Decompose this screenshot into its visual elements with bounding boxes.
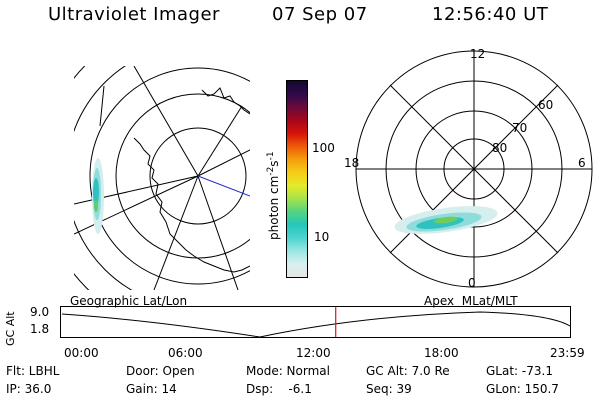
colorbar-tick-10: 10 [314, 230, 330, 244]
colorbar-unit: photon cm-2s-1 [266, 151, 281, 240]
lat-circle [89, 67, 250, 285]
lat-circle [115, 93, 250, 259]
lon-line [133, 66, 199, 177]
altitude-plot [60, 306, 571, 338]
alt-xtick-0600: 06:00 [168, 346, 203, 360]
geographic-map [74, 66, 250, 290]
mlt-label-12: 12 [470, 47, 486, 61]
lon-line [153, 175, 199, 290]
geo-panel-label: Geographic Lat/Lon [70, 294, 188, 308]
alt-ytick-high: 9.0 [30, 305, 50, 319]
mlt-label-6: 6 [578, 156, 586, 170]
alt-xtick-1200: 12:00 [296, 346, 331, 360]
info-door: Door: Open [126, 364, 195, 378]
lat-label-70: 70 [512, 121, 528, 135]
lat-circle [149, 127, 247, 225]
info-ip: IP: 36.0 [6, 382, 52, 396]
aurora-oval [394, 206, 498, 234]
lat-label-60: 60 [538, 98, 554, 112]
info-gain: Gain: 14 [126, 382, 177, 396]
altitude-plot-frame [60, 306, 571, 338]
info-dsp: Dsp: -6.1 [246, 382, 312, 396]
polar-plot [355, 50, 593, 288]
coastline [133, 137, 250, 273]
polar-panel-label: Apex MLat/MLT [424, 294, 518, 308]
alt-xtick-2359: 23:59 [550, 346, 585, 360]
app-title: Ultraviolet Imager [48, 4, 220, 25]
alt-ylabel: GC Alt [4, 311, 17, 346]
info-gc-alt: GC Alt: 7.0 Re [366, 364, 450, 378]
mlt-label-0: 0 [468, 276, 476, 290]
header-date: 07 Sep 07 [272, 4, 368, 25]
colorbar-tick-100: 100 [312, 141, 335, 155]
alt-xtick-1800: 18:00 [424, 346, 459, 360]
altitude-curve [61, 311, 571, 338]
lon-line [197, 105, 243, 177]
alt-ytick-low: 1.8 [30, 322, 50, 336]
info-filter: Flt: LBHL [6, 364, 60, 378]
alt-xtick-0000: 00:00 [64, 346, 99, 360]
info-glat: GLat: -73.1 [486, 364, 553, 378]
lon-line [197, 175, 239, 290]
info-mode: Mode: Normal [246, 364, 330, 378]
coastline [99, 85, 105, 127]
lon-line [197, 149, 250, 177]
noon-meridian-line [197, 175, 250, 197]
colorbar [286, 80, 308, 278]
header-time: 12:56:40 UT [432, 4, 549, 25]
info-glon: GLon: 150.7 [486, 382, 559, 396]
aurora-band [92, 158, 104, 234]
mlt-label-18: 18 [344, 156, 360, 170]
info-seq: Seq: 39 [366, 382, 412, 396]
lat-label-80: 80 [492, 141, 508, 155]
coastline [201, 87, 250, 115]
